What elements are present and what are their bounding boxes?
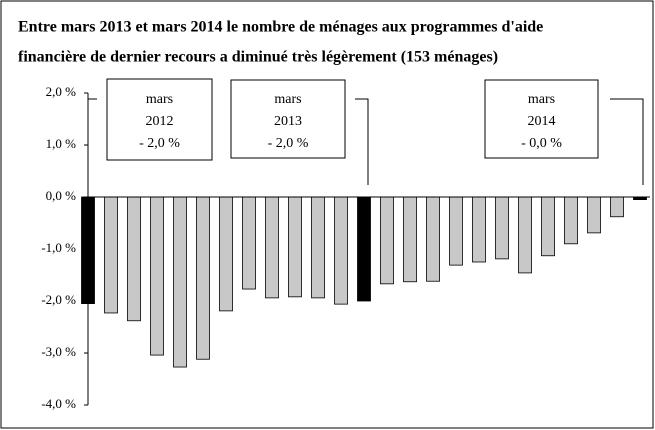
bar: [518, 196, 532, 274]
chart-title: financière de dernier recours a diminué …: [18, 49, 498, 66]
bar: [449, 196, 463, 266]
annotation-text: 2014: [528, 114, 556, 129]
y-tick-label: -1,0 %: [41, 240, 76, 255]
bar: [334, 196, 348, 305]
annotation-text: mars: [528, 92, 555, 107]
annotation-text: mars: [274, 92, 301, 107]
bar: [173, 196, 187, 368]
bar: [357, 196, 371, 302]
y-tick-label: -2,0 %: [41, 292, 76, 307]
bar: [219, 196, 233, 312]
y-tick-label: -4,0 %: [41, 396, 76, 411]
bar: [242, 196, 256, 290]
bar: [288, 196, 302, 298]
bar: [150, 196, 164, 356]
annotation-box: [484, 79, 599, 159]
bar: [564, 196, 578, 245]
bar: [311, 196, 325, 299]
annotation-box: [230, 79, 346, 159]
annotation-connector: [355, 98, 369, 185]
annotation-text: 2013: [274, 114, 302, 129]
y-tick-label: -3,0 %: [41, 344, 76, 359]
annotation-text: - 2,0 %: [139, 136, 180, 151]
y-tick-label: 2,0 %: [46, 84, 77, 99]
bar: [81, 196, 95, 304]
annotation-box: [106, 78, 213, 161]
bar: [495, 196, 509, 260]
bar: [610, 196, 624, 218]
bar: [403, 196, 417, 283]
y-tick-label: 1,0 %: [46, 136, 77, 151]
bar: [127, 196, 141, 322]
bar: [426, 196, 440, 282]
bar: [541, 196, 555, 257]
chart-title: Entre mars 2013 et mars 2014 le nombre d…: [18, 19, 543, 36]
bar: [196, 196, 210, 360]
annotation-text: mars: [146, 92, 173, 107]
bar: [472, 196, 486, 263]
y-tick-label: 0,0 %: [46, 188, 77, 203]
annotation-text: 2012: [146, 114, 174, 129]
annotation-text: - 0,0 %: [521, 136, 562, 151]
bar: [380, 196, 394, 285]
bar: [104, 196, 118, 314]
annotation-connector: [610, 98, 644, 185]
bar: [265, 196, 279, 299]
annotation-text: - 2,0 %: [268, 136, 309, 151]
bar: [587, 196, 601, 234]
